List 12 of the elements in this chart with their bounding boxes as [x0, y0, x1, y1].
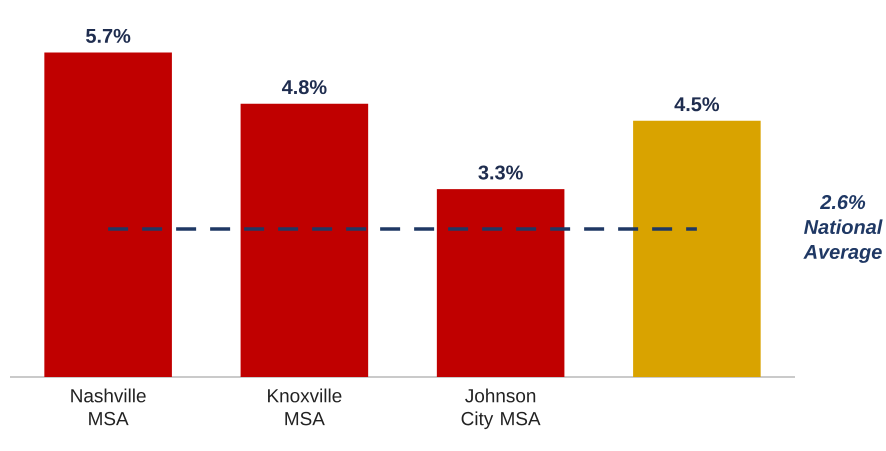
data-label: 4.8% — [282, 80, 327, 94]
bar — [436, 189, 564, 377]
data-label: 5.7% — [86, 28, 130, 43]
data-label: 3.3% — [478, 165, 523, 180]
bar — [240, 104, 368, 377]
bar — [633, 120, 761, 377]
x-tick-label: Knoxville MSA — [268, 388, 342, 426]
x-tick-label: Johnson City MSA — [462, 388, 541, 430]
bar — [44, 52, 172, 377]
x-tick-label: Nashville MSA — [71, 388, 146, 426]
data-label: 4.5% — [674, 97, 720, 112]
ref-line-label: 2.6% National Average — [803, 195, 883, 263]
